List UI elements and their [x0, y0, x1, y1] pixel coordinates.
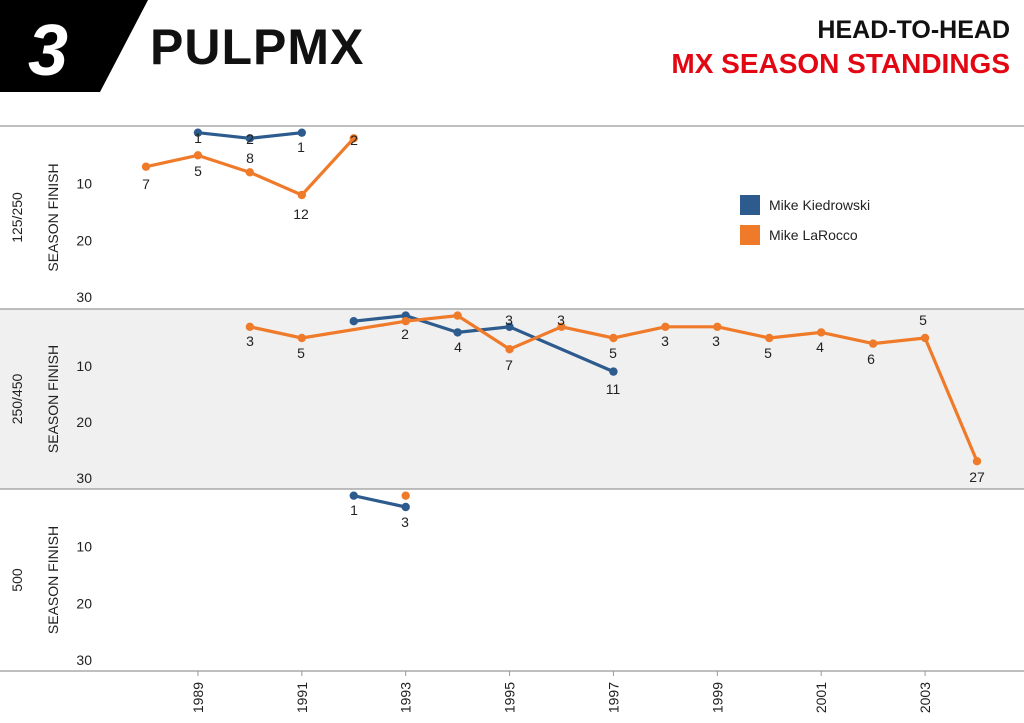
data-label: 1 — [194, 130, 202, 146]
series-line-mike-larocco — [249, 314, 979, 462]
data-label: 1 — [350, 502, 358, 518]
y-tick-label: 20 — [76, 595, 92, 611]
data-point — [193, 151, 203, 160]
data-point — [868, 339, 878, 348]
y-tick-label: 10 — [76, 539, 92, 555]
data-label: 5 — [919, 312, 927, 328]
x-tick-label: 1995 — [502, 682, 518, 713]
chart-title: HEAD-TO-HEAD — [817, 16, 1010, 44]
x-tick-label: 1997 — [605, 682, 621, 713]
logo-badge-shape: 3 — [0, 0, 148, 92]
data-label: 4 — [454, 339, 462, 355]
y-tick-label: 10 — [76, 358, 92, 374]
data-label: 1 — [297, 139, 305, 155]
data-point — [713, 322, 722, 331]
x-tick-label: 1991 — [294, 682, 310, 713]
y-axis-title: SEASON FINISH — [45, 526, 61, 634]
y-tick-label: 30 — [76, 289, 92, 305]
brand-name: PULPMX — [150, 19, 365, 75]
x-tick-label: 1999 — [709, 682, 725, 713]
x-tick-label: 2003 — [917, 682, 933, 713]
data-point — [505, 322, 514, 331]
data-point — [349, 317, 358, 326]
y-tick-label: 20 — [76, 232, 92, 248]
data-point — [401, 491, 410, 500]
y-tick-label: 20 — [76, 414, 92, 430]
y-tick-label: 30 — [76, 652, 92, 668]
legend-swatch — [740, 195, 760, 215]
data-point — [401, 502, 410, 512]
data-point — [453, 311, 462, 320]
data-point — [297, 190, 307, 200]
panel-name-label: 125/250 — [9, 192, 25, 243]
data-label: 11 — [606, 381, 621, 397]
data-point — [609, 333, 618, 343]
y-axis-title: SEASON FINISH — [45, 163, 61, 271]
data-point — [557, 322, 566, 331]
data-label: 3 — [401, 514, 409, 530]
data-point — [349, 134, 358, 143]
panel-name-label: 250/450 — [9, 373, 25, 424]
series-line-mike-kiedrowski — [353, 494, 407, 509]
data-point — [609, 367, 618, 376]
data-label: 3 — [505, 312, 513, 328]
data-point — [193, 128, 203, 137]
data-label: 3 — [557, 312, 565, 328]
data-label: 2 — [246, 131, 254, 147]
x-tick-label: 1993 — [398, 682, 414, 713]
data-label: 3 — [712, 333, 720, 349]
data-label: 5 — [297, 345, 305, 361]
data-label: 7 — [142, 176, 150, 192]
data-point — [920, 333, 930, 343]
y-axis-title: SEASON FINISH — [45, 345, 61, 453]
data-point — [245, 322, 255, 331]
data-label: 3 — [661, 333, 669, 349]
data-point — [972, 457, 982, 466]
data-label: 6 — [867, 351, 875, 367]
data-point — [245, 168, 255, 177]
data-point — [297, 128, 307, 137]
legend-swatch — [740, 225, 760, 245]
data-label: 5 — [764, 345, 772, 361]
x-tick-label: 1989 — [190, 682, 206, 713]
chart-subtitle: MX SEASON STANDINGS — [671, 48, 1010, 79]
data-label: 4 — [816, 339, 824, 355]
data-point — [453, 328, 462, 337]
data-label: 5 — [609, 345, 617, 361]
legend-entry: Mike Kiedrowski — [769, 197, 870, 213]
data-point — [297, 333, 307, 343]
data-point — [765, 333, 774, 343]
data-point — [401, 317, 410, 326]
x-tick-label: 2001 — [813, 682, 829, 713]
data-label: 5 — [194, 163, 202, 179]
data-label: 2 — [350, 132, 358, 148]
panel-name-label: 500 — [9, 568, 25, 592]
data-point — [661, 322, 670, 331]
data-label: 8 — [246, 150, 254, 166]
y-tick-label: 10 — [76, 176, 92, 192]
data-point — [245, 134, 255, 143]
panel-band — [0, 309, 1024, 489]
data-point — [816, 328, 826, 337]
legend-entry: Mike LaRocco — [769, 227, 858, 243]
data-label: 27 — [969, 469, 985, 485]
data-label: 7 — [505, 357, 513, 373]
y-tick-label: 30 — [76, 470, 92, 486]
logo-glyph: 3 — [28, 11, 68, 91]
logo-badge: 3 — [0, 0, 148, 92]
data-point — [141, 162, 151, 171]
data-label: 12 — [293, 206, 309, 222]
data-label: 3 — [246, 333, 254, 349]
data-label: 2 — [401, 326, 409, 342]
data-point — [505, 345, 514, 354]
data-point — [349, 491, 358, 500]
